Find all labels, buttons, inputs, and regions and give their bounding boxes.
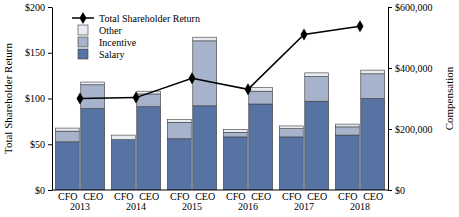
y2-axis-title: Compensation [443,66,455,130]
y2-tick: $400,000 [388,63,433,74]
bar-segment [249,104,273,190]
bar-segment [81,82,105,85]
group-label: 2018 [350,201,370,212]
y2-axis: $0 $200,000 $400,000 $600,000 [388,2,433,196]
bar-segment [81,85,105,109]
y-axis-line [52,8,53,191]
group-label: 2015 [182,201,202,212]
legend-entry: Incentive [78,37,137,48]
y2-tick: $200,000 [388,124,433,135]
y-tick: $50 [30,139,52,150]
marker [77,92,84,104]
bar-segment [167,139,191,190]
bar-segment [55,128,79,131]
marker [301,28,308,40]
y2-axis-line [388,8,389,191]
legend-marker [80,12,87,24]
bar-segment [249,88,273,92]
bar-segment [279,126,303,129]
y-tick-label: $150 [25,47,45,58]
y-tick-mark [48,53,52,54]
bar-segment [361,70,385,74]
bar-segment [167,120,191,123]
y-tick-label: $50 [30,139,45,150]
bar-segment [305,73,329,77]
bar-segment [335,124,359,127]
bar-segment [55,131,79,142]
bar-segment [361,74,385,99]
bar-segment [111,140,135,190]
y-tick: $200 [25,2,52,13]
y-tick: $0 [35,185,52,196]
bar-segment [55,142,79,190]
y-tick-mark [48,190,52,191]
line [80,26,360,98]
bar-segment [335,135,359,190]
y2-tick-label: $200,000 [395,124,433,135]
bar-segment [223,130,247,133]
group-label: 2013 [70,201,90,212]
legend-swatch [78,49,88,59]
legend-label: Salary [99,49,125,60]
y-tick-label: $100 [25,93,45,104]
bar-segment [167,122,191,138]
y2-tick-mark [388,190,392,191]
bar-segment [193,106,217,190]
x-axis: CFOCEOCFOCEOCFOCEOCFOCEOCFOCEOCFOCEO [58,191,383,202]
legend-label: Other [99,25,122,36]
legend-label: Incentive [99,37,137,48]
y-tick-label: $200 [25,2,45,13]
bar-segment [81,109,105,190]
y-tick-mark [48,7,52,8]
group-label: 2017 [294,201,314,212]
data-area [55,20,384,190]
y-tick: $150 [25,47,52,58]
legend-entry: Total Shareholder Return [72,12,200,24]
bar-segment [249,91,273,104]
y-axis-title: Total Shareholder Return [2,42,14,154]
legend-entry: Salary [78,49,125,60]
legend-label: Total Shareholder Return [99,13,200,24]
y-tick: $100 [25,93,52,104]
legend: Total Shareholder ReturnOtherIncentiveSa… [72,12,200,60]
y2-tick-label: $0 [395,185,405,196]
y2-tick: $0 [388,185,405,196]
bar-segment [361,99,385,191]
chart: $0 $50 $100 $150 $200 $0 $200,000 $400,000 $600,… [0,0,459,217]
y2-tick-label: $400,000 [395,63,433,74]
legend-swatch [78,37,88,47]
y2-tick-mark [388,7,392,8]
plot: $0 $50 $100 $150 $200 $0 $200,000 $400,000 $600,… [2,2,455,212]
y-tick-label: $0 [35,185,45,196]
bar-segment [305,101,329,190]
y2-tick-mark [388,129,392,130]
y2-tick: $600,000 [388,2,433,13]
bar-segment [279,137,303,190]
marker [133,92,140,104]
group-label: 2016 [238,201,258,212]
bar-segment [335,127,359,135]
bar-segment [305,77,329,102]
y-tick-mark [48,99,52,100]
bar-segment [111,135,135,140]
bar-segment [223,137,247,190]
legend-swatch [78,25,88,35]
y-tick-mark [48,144,52,145]
legend-entry: Other [78,25,122,36]
bar-segment [137,107,161,190]
marker [189,72,196,84]
bar-segment [193,37,217,41]
y2-tick-label: $600,000 [395,2,433,13]
bar-segment [223,132,247,137]
y-axis: $0 $50 $100 $150 $200 [25,2,53,196]
bar-segment [279,129,303,137]
bar-segment [193,41,217,106]
marker [245,83,252,95]
marker [357,20,364,32]
group-label: 2014 [126,201,146,212]
y2-tick-mark [388,68,392,69]
